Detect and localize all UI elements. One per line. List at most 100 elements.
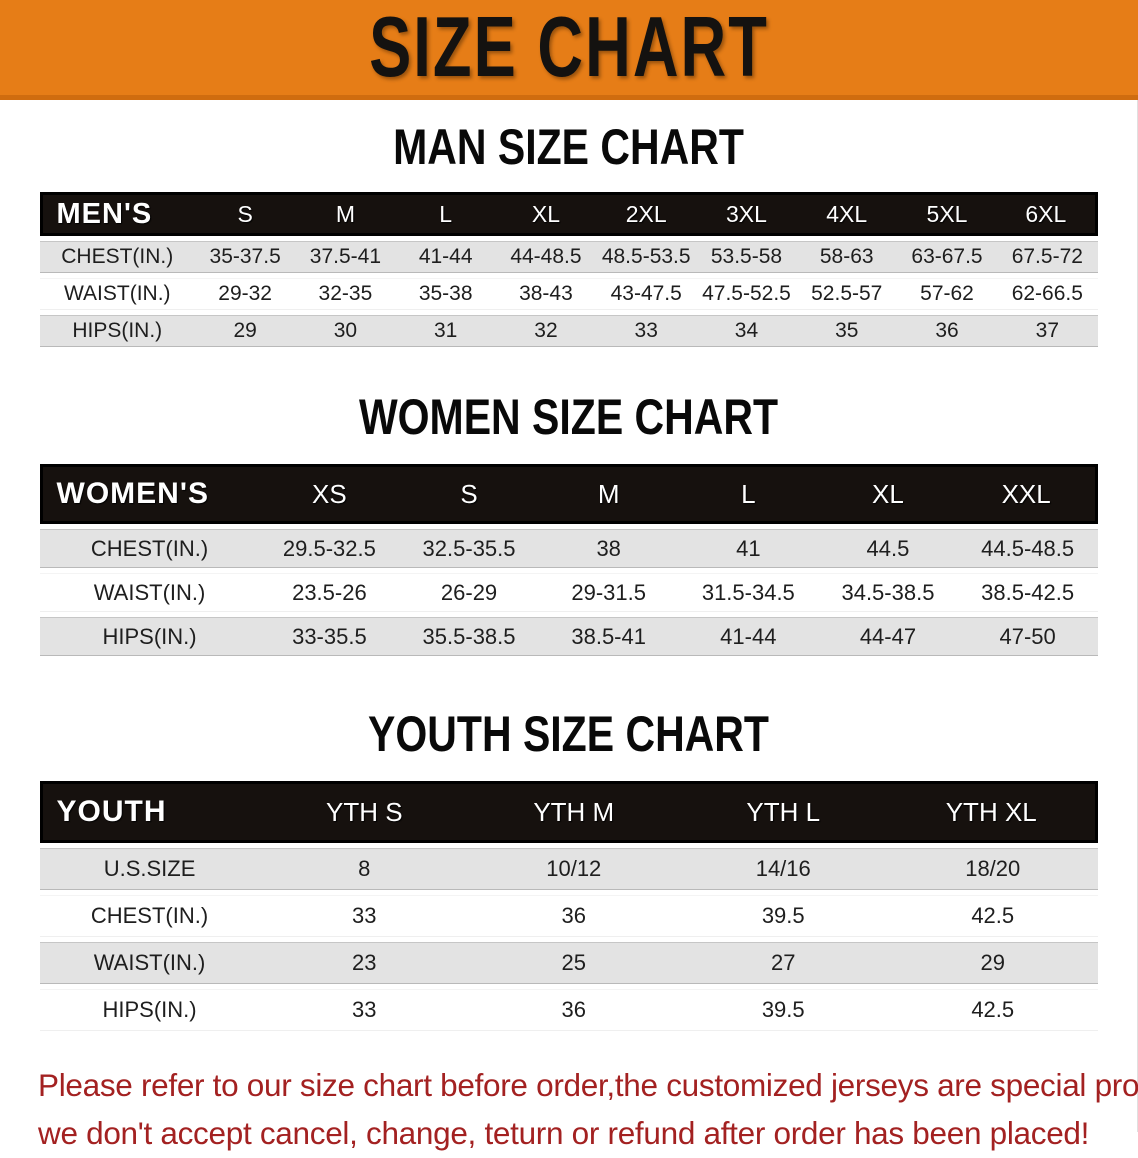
youth-size-value-cell: 10/12 <box>469 848 679 890</box>
youth-size-value-cell: 18/20 <box>887 848 1098 890</box>
youth-size-value-cell: 8 <box>259 848 470 890</box>
youth-size-value-cell: 23 <box>259 942 470 984</box>
man-size-value-cell: 67.5-72 <box>997 241 1098 273</box>
women-size-value-cell: 31.5-34.5 <box>678 573 819 612</box>
man-size-column-header: 4XL <box>796 192 897 236</box>
man-size-column-header: 5XL <box>896 192 998 236</box>
disclaimer-line-1: Please refer to our size chart before or… <box>38 1067 1138 1103</box>
man-size-column-header: 3XL <box>696 192 797 236</box>
man-size-value-cell: 62-66.5 <box>997 278 1098 310</box>
women-size-value-cell: 47-50 <box>957 617 1098 656</box>
women-size-column-header: XS <box>259 464 400 524</box>
section-heading-youth: YOUTH SIZE CHART <box>368 705 769 762</box>
man-size-value-cell: 31 <box>395 315 496 347</box>
man-row-label: WAIST(IN.) <box>39 278 196 310</box>
banner: SIZE CHART <box>0 0 1138 100</box>
youth-size-value-cell: 29 <box>887 942 1098 984</box>
youth-table-row: WAIST(IN.) 23 25 27 29 <box>39 942 1098 984</box>
man-size-column-header: M <box>295 192 396 236</box>
disclaimer-line-2: we don't accept cancel, change, teturn o… <box>38 1114 1090 1151</box>
man-size-value-cell: 35 <box>796 315 897 347</box>
youth-size-value-cell: 36 <box>469 895 679 937</box>
man-table-row: HIPS(IN.) 29 30 31 32 33 34 35 36 37 <box>39 315 1098 347</box>
man-size-table: MEN'S S M L XL 2XL 3XL 4XL 5XL 6XL CHEST(IN.) 35-37… <box>39 187 1098 352</box>
man-size-value-cell: 52.5-57 <box>796 278 897 310</box>
women-table-row: CHEST(IN.) 29.5-32.5 32.5-35.5 38 41 44.5 44.5… <box>39 529 1098 568</box>
man-group-label: MEN'S <box>39 192 196 236</box>
women-size-column-header: XXL <box>957 464 1098 524</box>
youth-size-value-cell: 27 <box>678 942 888 984</box>
man-size-value-cell: 36 <box>896 315 998 347</box>
man-size-value-cell: 63-67.5 <box>896 241 998 273</box>
youth-size-value-cell: 39.5 <box>678 989 888 1031</box>
women-size-value-cell: 41 <box>678 529 819 568</box>
women-size-table: WOMEN'S XS S M L XL XXL CHEST(IN.) 29.5-32.5 32.5… <box>39 459 1098 661</box>
man-header-row: MEN'S S M L XL 2XL 3XL 4XL 5XL 6XL <box>39 192 1098 236</box>
man-size-value-cell: 58-63 <box>796 241 897 273</box>
man-size-value-cell: 35-37.5 <box>195 241 296 273</box>
women-size-value-cell: 32.5-35.5 <box>399 529 539 568</box>
man-row-label: CHEST(IN.) <box>39 241 196 273</box>
youth-row-label: WAIST(IN.) <box>39 942 260 984</box>
youth-header-row: YOUTH YTH S YTH M YTH L YTH XL <box>39 781 1098 843</box>
man-row-label: HIPS(IN.) <box>39 315 196 347</box>
youth-size-value-cell: 14/16 <box>678 848 888 890</box>
man-size-column-header: 6XL <box>997 192 1098 236</box>
youth-size-value-cell: 39.5 <box>678 895 888 937</box>
women-size-column-header: XL <box>818 464 958 524</box>
women-row-label: HIPS(IN.) <box>39 617 260 656</box>
women-size-value-cell: 44.5 <box>818 529 958 568</box>
women-size-value-cell: 29-31.5 <box>538 573 679 612</box>
section-youth: YOUTH SIZE CHART YOUTH YTH S YTH M YTH L YTH … <box>0 706 1137 1036</box>
youth-size-value-cell: 42.5 <box>887 989 1098 1031</box>
man-size-column-header: 2XL <box>596 192 697 236</box>
man-size-value-cell: 57-62 <box>896 278 998 310</box>
disclaimer: Please refer to our size chart before or… <box>38 1062 1138 1158</box>
man-table-row: WAIST(IN.) 29-32 32-35 35-38 38-43 43-47.5 47.… <box>39 278 1098 310</box>
man-size-column-header: S <box>195 192 296 236</box>
man-size-value-cell: 44-48.5 <box>495 241 597 273</box>
man-size-value-cell: 37 <box>997 315 1098 347</box>
youth-row-label: HIPS(IN.) <box>39 989 260 1031</box>
women-size-value-cell: 29.5-32.5 <box>259 529 400 568</box>
women-size-value-cell: 44.5-48.5 <box>957 529 1098 568</box>
women-row-label: WAIST(IN.) <box>39 573 260 612</box>
women-size-column-header: S <box>399 464 539 524</box>
women-size-value-cell: 35.5-38.5 <box>399 617 539 656</box>
women-size-column-header: L <box>678 464 819 524</box>
youth-table-row: CHEST(IN.) 33 36 39.5 42.5 <box>39 895 1098 937</box>
youth-table-row: HIPS(IN.) 33 36 39.5 42.5 <box>39 989 1098 1031</box>
youth-size-value-cell: 33 <box>259 989 470 1031</box>
man-size-value-cell: 35-38 <box>395 278 496 310</box>
section-heading-man: MAN SIZE CHART <box>393 118 744 175</box>
women-size-value-cell: 38.5-41 <box>538 617 679 656</box>
section-man: MAN SIZE CHART MEN'S S M L XL 2XL 3XL 4XL 5XL 6XL C… <box>0 119 1137 352</box>
youth-size-value-cell: 25 <box>469 942 679 984</box>
man-size-value-cell: 32-35 <box>295 278 396 310</box>
man-size-value-cell: 29-32 <box>195 278 296 310</box>
man-size-value-cell: 48.5-53.5 <box>596 241 697 273</box>
man-size-value-cell: 29 <box>195 315 296 347</box>
youth-size-column-header: YTH S <box>259 781 470 843</box>
man-size-value-cell: 41-44 <box>395 241 496 273</box>
size-chart-sections: MAN SIZE CHART MEN'S S M L XL 2XL 3XL 4XL 5XL 6XL C… <box>0 119 1137 1036</box>
women-size-value-cell: 34.5-38.5 <box>818 573 958 612</box>
youth-size-column-header: YTH XL <box>887 781 1098 843</box>
page-title: SIZE CHART <box>369 0 769 96</box>
youth-row-label: CHEST(IN.) <box>39 895 260 937</box>
man-size-value-cell: 37.5-41 <box>295 241 396 273</box>
man-size-value-cell: 38-43 <box>495 278 597 310</box>
women-row-label: CHEST(IN.) <box>39 529 260 568</box>
women-size-value-cell: 38 <box>538 529 679 568</box>
women-table-row: HIPS(IN.) 33-35.5 35.5-38.5 38.5-41 41-44 44-… <box>39 617 1098 656</box>
youth-group-label: YOUTH <box>39 781 260 843</box>
youth-size-table: YOUTH YTH S YTH M YTH L YTH XL U.S.SIZE 8 10/12… <box>39 776 1098 1036</box>
man-size-column-header: XL <box>495 192 597 236</box>
youth-size-column-header: YTH M <box>469 781 679 843</box>
youth-size-value-cell: 42.5 <box>887 895 1098 937</box>
man-size-column-header: L <box>395 192 496 236</box>
youth-table-row: U.S.SIZE 8 10/12 14/16 18/20 <box>39 848 1098 890</box>
women-size-value-cell: 44-47 <box>818 617 958 656</box>
man-size-value-cell: 34 <box>696 315 797 347</box>
women-size-value-cell: 33-35.5 <box>259 617 400 656</box>
